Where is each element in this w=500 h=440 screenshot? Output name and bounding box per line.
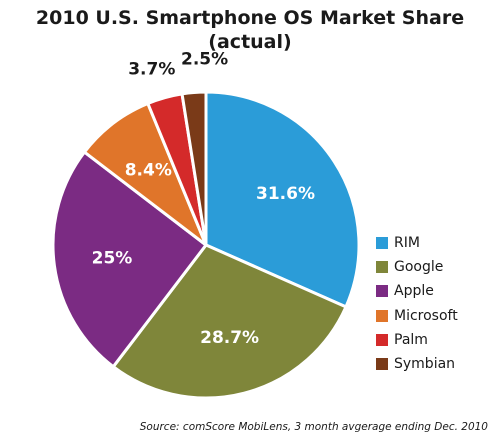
data-label-google: 28.7% (200, 328, 259, 348)
chart-title: 2010 U.S. Smartphone OS Market Share (ac… (0, 6, 500, 54)
legend-item-microsoft: Microsoft (376, 304, 458, 328)
chart-title-line1: 2010 U.S. Smartphone OS Market Share (35, 7, 465, 29)
chart-title-line2: (actual) (208, 31, 292, 53)
legend-label: RIM (394, 235, 420, 252)
pie-slice-apple (51, 150, 208, 369)
pie-slice-rim (204, 90, 361, 309)
legend-label: Google (394, 259, 444, 276)
pie-slice-symbian (180, 90, 208, 247)
data-label-apple: 25% (92, 249, 133, 269)
legend-label: Microsoft (394, 307, 458, 324)
legend-item-symbian: Symbian (376, 352, 458, 376)
data-label-palm: 3.7% (128, 59, 175, 79)
legend-swatch (376, 285, 388, 298)
legend-item-rim: RIM (376, 231, 458, 255)
chart-legend: RIM Google Apple Microsoft Palm Symbian (376, 231, 458, 376)
data-label-rim: 31.6% (256, 184, 315, 204)
pie-slice-google (111, 243, 348, 400)
legend-item-apple: Apple (376, 279, 458, 303)
legend-swatch (376, 333, 388, 346)
legend-label: Symbian (394, 356, 456, 373)
data-label-symbian: 2.5% (181, 50, 228, 70)
legend-item-google: Google (376, 255, 458, 279)
data-label-microsoft: 8.4% (125, 161, 172, 181)
legend-swatch (376, 261, 388, 274)
legend-swatch (376, 358, 388, 371)
source-note: Source: comScore MobiLens, 3 month avger… (139, 421, 488, 433)
legend-label: Apple (394, 283, 434, 300)
legend-swatch (376, 309, 388, 322)
legend-label: Palm (394, 331, 428, 348)
legend-item-palm: Palm (376, 328, 458, 352)
legend-swatch (376, 237, 388, 250)
